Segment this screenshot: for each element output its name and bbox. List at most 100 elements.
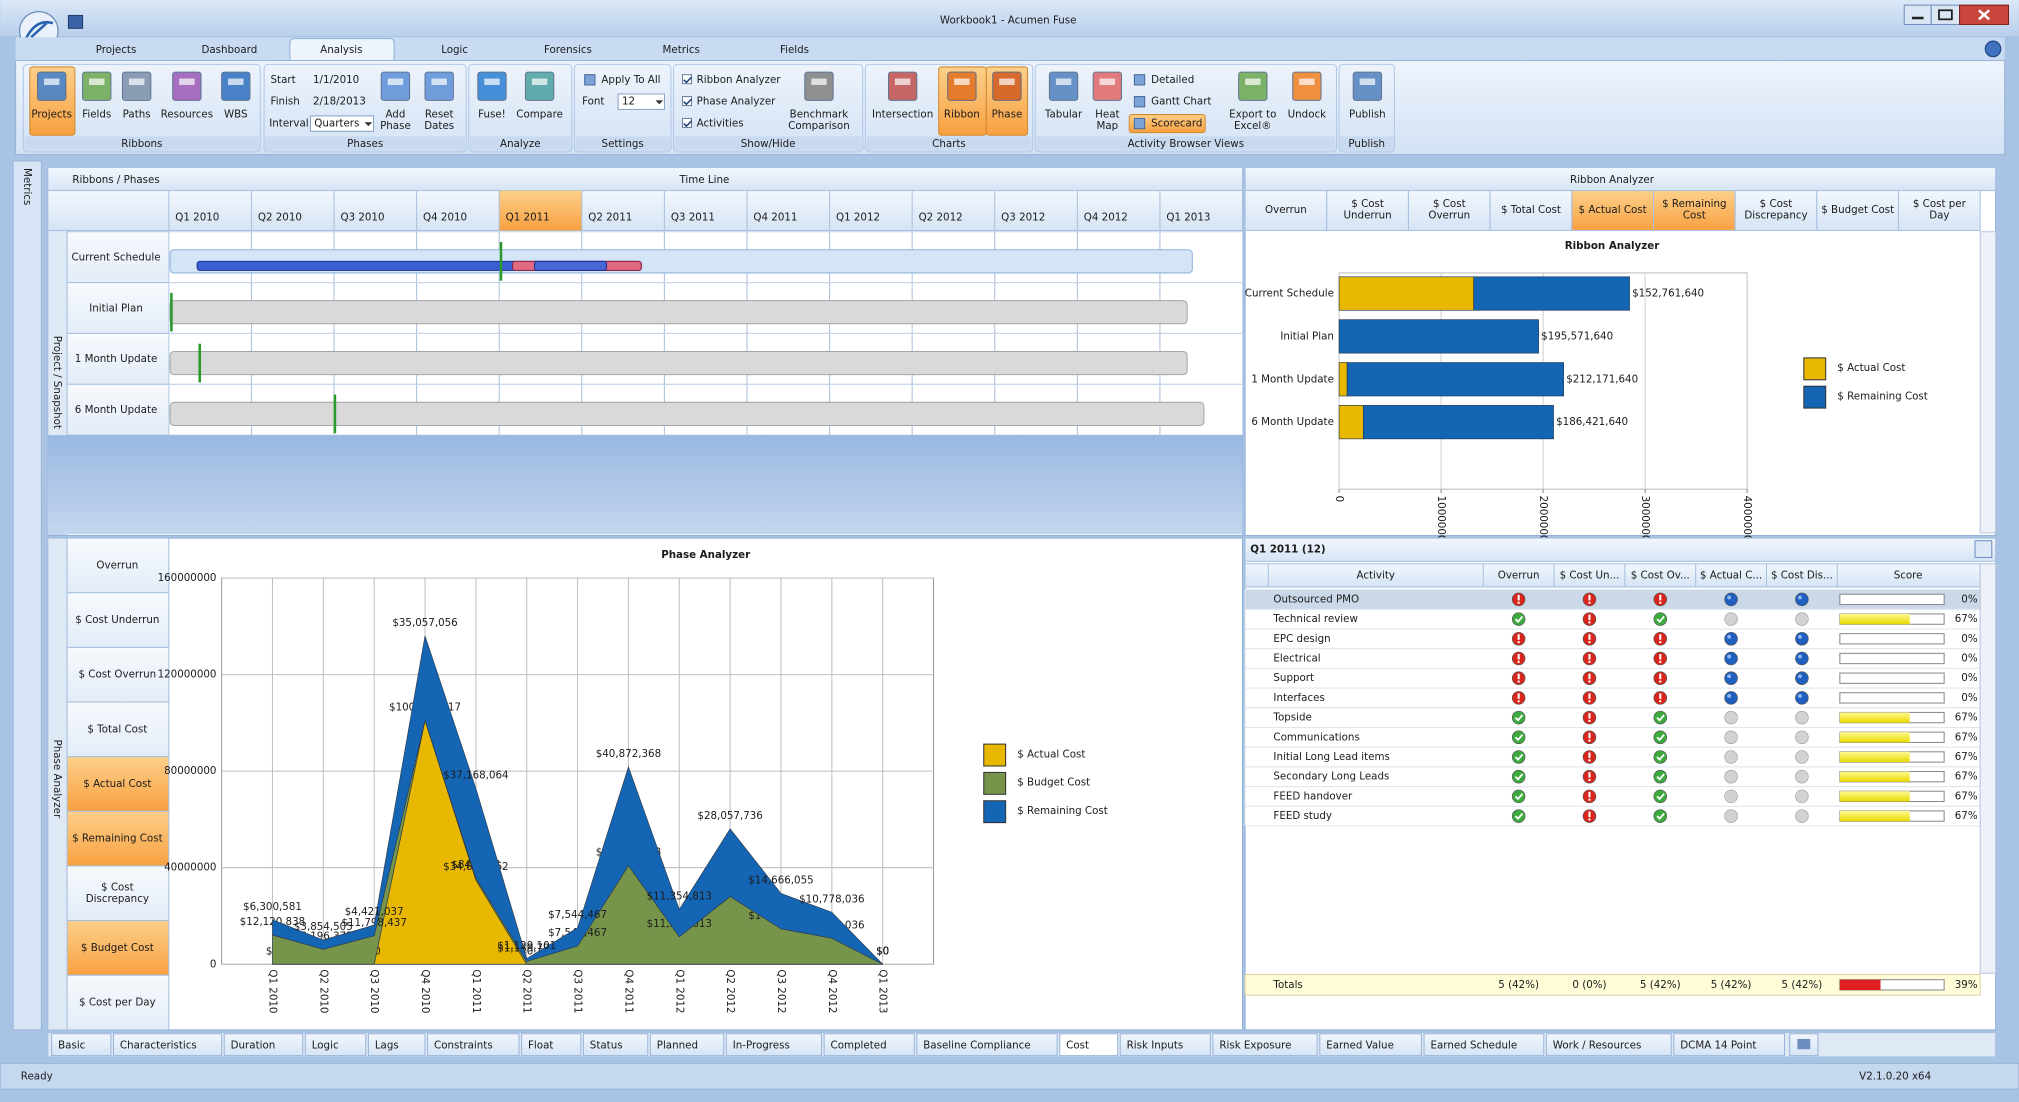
snapshot-label[interactable]: 6 Month Update: [75, 404, 158, 416]
ribbon-button[interactable]: Phase Analyzer: [697, 96, 776, 108]
metric-column-header[interactable]: [1897, 190, 1981, 231]
metric-column-header[interactable]: [1407, 190, 1491, 231]
metric-column-header[interactable]: [1489, 190, 1573, 231]
metric-column-header[interactable]: [1326, 190, 1409, 231]
bottom-tab[interactable]: [1319, 1033, 1422, 1057]
bottom-tab[interactable]: [1545, 1033, 1672, 1057]
bottom-tab[interactable]: [223, 1033, 304, 1057]
bottom-tab-label[interactable]: Completed: [831, 1039, 887, 1051]
bottom-tab-label[interactable]: Earned Schedule: [1430, 1039, 1517, 1051]
column-header[interactable]: Score: [1894, 569, 1923, 581]
bottom-tab[interactable]: [1059, 1033, 1119, 1057]
bottom-tab-label[interactable]: Characteristics: [120, 1039, 197, 1051]
ribbon-button[interactable]: Resources: [161, 109, 214, 121]
ribbon-button[interactable]: Phase: [380, 120, 411, 132]
ribbon-button[interactable]: Gantt Chart: [1151, 96, 1211, 108]
metric-column-header[interactable]: [1816, 190, 1900, 231]
bottom-tab[interactable]: [1212, 1033, 1318, 1057]
bottom-tab-label[interactable]: Earned Value: [1326, 1039, 1394, 1051]
bottom-tab[interactable]: [823, 1033, 915, 1057]
ribbon-button[interactable]: Intersection: [872, 109, 933, 121]
metric-column-header[interactable]: [1571, 190, 1654, 231]
bottom-tab[interactable]: [367, 1033, 426, 1057]
bottom-tab[interactable]: [649, 1033, 725, 1057]
phase-metric-button[interactable]: [66, 974, 170, 1031]
ribbon-button[interactable]: Excel®: [1234, 120, 1272, 132]
ribbon-button[interactable]: 1/1/2010: [313, 74, 359, 86]
phase-metric-button[interactable]: [66, 865, 170, 922]
bottom-tab-label[interactable]: Baseline Compliance: [923, 1039, 1030, 1051]
ribbon-button[interactable]: Undock: [1288, 109, 1327, 121]
ribbon-button[interactable]: Activities: [697, 118, 744, 130]
column-header[interactable]: $ Cost Dis...: [1771, 569, 1833, 581]
bottom-tab-label[interactable]: Basic: [58, 1039, 86, 1051]
bottom-tab-label[interactable]: Risk Inputs: [1127, 1039, 1184, 1051]
ribbon-button[interactable]: Compare: [516, 109, 563, 121]
bottom-tab-label[interactable]: Float: [528, 1039, 553, 1051]
bottom-tab[interactable]: [304, 1033, 367, 1057]
bottom-tab[interactable]: [725, 1033, 823, 1057]
ribbon-button[interactable]: 2/18/2013: [313, 96, 366, 108]
ribbon-button[interactable]: Comparison: [788, 120, 850, 132]
bottom-tab[interactable]: [1673, 1033, 1786, 1057]
bottom-tab[interactable]: [916, 1033, 1058, 1057]
column-header[interactable]: $ Actual C...: [1700, 569, 1762, 581]
menu-tab[interactable]: Logic: [441, 44, 468, 56]
ribbon-button[interactable]: WBS: [224, 109, 248, 121]
ribbon-button[interactable]: Export to: [1229, 109, 1276, 121]
bottom-tab-label[interactable]: Lags: [375, 1039, 399, 1051]
bottom-tab[interactable]: [582, 1033, 649, 1057]
ribbon-button[interactable]: Benchmark: [790, 109, 849, 121]
column-header[interactable]: Overrun: [1498, 569, 1540, 581]
bottom-tab-label[interactable]: Constraints: [434, 1039, 493, 1051]
ribbon-button[interactable]: Map: [1096, 120, 1118, 132]
menu-tab[interactable]: Analysis: [320, 44, 362, 56]
snapshot-label[interactable]: Current Schedule: [71, 251, 160, 263]
metric-column-header[interactable]: [1652, 190, 1736, 231]
ribbon-button[interactable]: Apply To All: [601, 74, 660, 86]
ribbon-button[interactable]: Publish: [1349, 109, 1386, 121]
ribbon-button[interactable]: Paths: [123, 109, 151, 121]
bottom-tab[interactable]: [1119, 1033, 1211, 1057]
bottom-tab-label[interactable]: Duration: [231, 1039, 276, 1051]
bottom-tab-label[interactable]: Cost: [1066, 1039, 1089, 1051]
ribbon-button[interactable]: Fields: [82, 109, 111, 121]
bottom-tab[interactable]: [112, 1033, 223, 1057]
metric-column-header[interactable]: [1734, 190, 1818, 231]
bottom-tab[interactable]: [427, 1033, 520, 1057]
snapshot-label[interactable]: 1 Month Update: [75, 353, 158, 365]
phase-metric-button[interactable]: [66, 537, 170, 594]
ribbon-button[interactable]: Fuse!: [478, 109, 506, 121]
menu-tab[interactable]: Fields: [780, 44, 809, 56]
ribbon-button[interactable]: Ribbon Analyzer: [697, 74, 782, 86]
ribbon-button[interactable]: Dates: [424, 120, 454, 132]
snapshot-label[interactable]: Initial Plan: [89, 302, 143, 314]
bottom-tab-label[interactable]: In-Progress: [733, 1039, 790, 1051]
phase-metric-button[interactable]: [66, 646, 170, 703]
ribbon-button[interactable]: Phase: [992, 109, 1023, 121]
ribbon-button[interactable]: Projects: [31, 109, 72, 121]
ribbon-button[interactable]: Reset: [425, 109, 454, 121]
ribbon-button[interactable]: Font: [582, 96, 604, 108]
bottom-tab-label[interactable]: Planned: [657, 1039, 698, 1051]
metrics-sidebar-label[interactable]: Metrics: [21, 168, 33, 205]
bottom-tab-label[interactable]: Risk Exposure: [1219, 1039, 1291, 1051]
menu-tab[interactable]: Forensics: [544, 44, 592, 56]
ribbon-button[interactable]: 12: [622, 96, 635, 108]
ribbon-button[interactable]: Tabular: [1044, 109, 1083, 121]
column-header[interactable]: Activity: [1357, 569, 1395, 581]
menu-tab[interactable]: Projects: [96, 44, 137, 56]
menu-tab[interactable]: Metrics: [663, 44, 700, 56]
ribbon-button[interactable]: Ribbon: [944, 109, 980, 121]
ribbon-button[interactable]: Detailed: [1151, 74, 1194, 86]
bottom-tab-label[interactable]: Work / Resources: [1553, 1039, 1642, 1051]
bottom-tab-label[interactable]: Logic: [312, 1039, 339, 1051]
bottom-tab[interactable]: [51, 1033, 112, 1057]
bottom-tab-label[interactable]: Status: [590, 1039, 623, 1051]
ribbon-button[interactable]: Scorecard: [1151, 118, 1202, 130]
ribbon-button[interactable]: Finish: [271, 96, 300, 108]
bottom-tab[interactable]: [521, 1033, 582, 1057]
bottom-tab-label[interactable]: DCMA 14 Point: [1680, 1039, 1756, 1051]
ribbon-button[interactable]: Interval: [269, 118, 308, 130]
phase-metric-button[interactable]: [66, 756, 170, 812]
